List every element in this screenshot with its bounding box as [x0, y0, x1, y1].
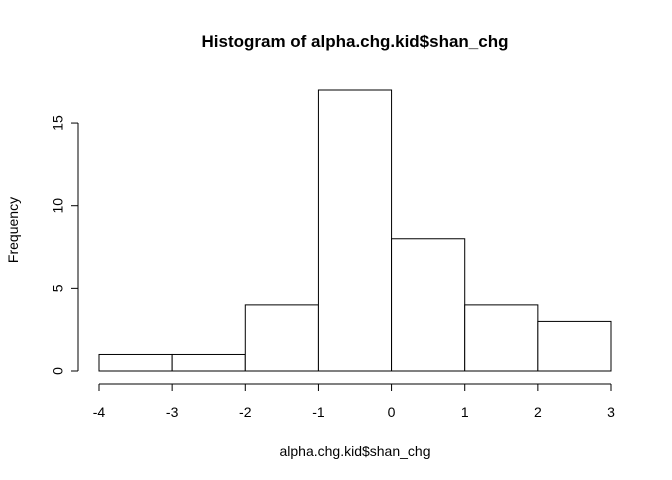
histogram-bar-5 — [464, 304, 539, 372]
y-axis: 0 5 10 15 — [50, 115, 79, 375]
y-tick-label-3: 15 — [50, 115, 66, 131]
histogram-bar-1 — [171, 353, 246, 372]
histogram-bar-6 — [537, 320, 612, 372]
chart-title: Histogram of alpha.chg.kid$shan_chg — [201, 32, 508, 51]
histogram-bar-0 — [98, 353, 173, 372]
x-tick-label-6: 2 — [534, 404, 542, 420]
histogram-bar-2 — [244, 304, 319, 372]
histogram-bar-3 — [317, 89, 393, 372]
x-tick-label-3: -1 — [312, 404, 325, 420]
histogram-bars — [98, 89, 612, 372]
x-tick-label-5: 1 — [461, 404, 469, 420]
x-tick-label-0: -4 — [93, 404, 106, 420]
y-tick-label-2: 10 — [50, 198, 66, 214]
x-tick-label-1: -3 — [166, 404, 179, 420]
y-tick-label-1: 5 — [50, 284, 66, 292]
y-tick-label-0: 0 — [50, 367, 66, 375]
x-tick-label-2: -2 — [239, 404, 252, 420]
histogram-bar-4 — [391, 238, 466, 372]
y-axis-label: Frequency — [5, 197, 21, 263]
x-tick-label-7: 3 — [607, 404, 615, 420]
x-tick-label-4: 0 — [388, 404, 396, 420]
x-axis-label: alpha.chg.kid$shan_chg — [279, 443, 430, 459]
x-axis: -4 -3 -2 -1 0 1 2 3 — [93, 383, 615, 420]
